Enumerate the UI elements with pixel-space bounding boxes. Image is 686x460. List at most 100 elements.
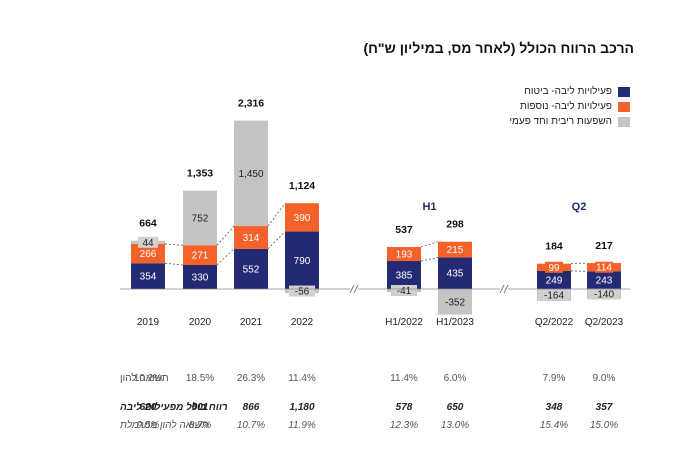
table-cell: 1,180 <box>289 402 314 413</box>
label-bg <box>545 261 563 273</box>
chart-title: הרכב הרווח הכולל (לאחר מס, במיליון ש"ח) <box>363 40 634 56</box>
legend-item-oneoff: השפעות ריבית וחד פעמי <box>509 114 630 129</box>
bar-segment-2021-s1 <box>234 226 268 249</box>
value-label-additional: 266 <box>140 249 157 260</box>
value-label-additional: 390 <box>294 213 311 224</box>
value-label-oneoff: -41 <box>397 286 412 297</box>
table-cell: 13.0% <box>441 420 469 431</box>
legend-item-insurance: פעילויות ליבה- ביטוח <box>509 84 630 99</box>
value-label-insurance: 435 <box>447 269 464 280</box>
value-label-insurance: 243 <box>596 276 613 287</box>
connector-line <box>164 243 184 246</box>
value-label-oneoff: 44 <box>142 238 154 249</box>
value-label-oneoff: 752 <box>192 213 209 224</box>
bar-segment-H1/2023-s0 <box>438 257 472 289</box>
value-label-insurance: 552 <box>243 264 260 275</box>
group-label: H1 <box>422 201 436 213</box>
table-cell: 6.0% <box>444 373 467 384</box>
bar-segment-2022-s1 <box>285 203 319 232</box>
table-cell: 8.7% <box>189 420 212 431</box>
value-label-oneoff: 1,450 <box>238 169 263 180</box>
legend-label-oneoff: השפעות ריבית וחד פעמי <box>509 116 612 127</box>
bar-segment-H1/2023-s2 <box>438 289 472 315</box>
table-cell: 26.3% <box>237 373 265 384</box>
category-label: Q2/2022 <box>535 317 574 328</box>
table-cell: 11.4% <box>288 373 316 384</box>
category-label: 2022 <box>291 317 314 328</box>
connector-line <box>216 225 235 246</box>
legend-label-insurance: פעילויות ליבה- ביטוח <box>524 86 612 97</box>
table-cell: 10.7% <box>237 420 265 431</box>
table-cell: 10.2% <box>134 373 162 384</box>
connector-line <box>164 262 184 266</box>
value-label-additional: 314 <box>243 233 260 244</box>
axis-break-mark <box>349 284 355 294</box>
bar-segment-2022-s0 <box>285 231 319 289</box>
legend-label-additional: פעילויות ליבה- נוספות <box>520 101 612 112</box>
value-label-additional: 271 <box>192 251 209 262</box>
connector-line <box>420 241 439 248</box>
total-label: 184 <box>545 241 563 253</box>
legend-swatch-oneoff <box>618 116 630 127</box>
table-cell: 578 <box>396 402 413 413</box>
table-cell: 11.4% <box>390 373 418 384</box>
table-cell: 357 <box>596 402 613 413</box>
total-label: 2,316 <box>238 98 264 110</box>
table-row-label: תשואה להון מנורמלת <box>119 419 209 431</box>
bar-segment-2020-s2 <box>183 190 217 246</box>
label-bg <box>595 261 613 273</box>
label-bg <box>391 284 417 296</box>
value-label-oneoff: -164 <box>544 290 564 301</box>
table-cell: 601 <box>192 402 209 413</box>
table-cell: 650 <box>447 402 464 413</box>
value-label-oneoff: -56 <box>295 287 310 298</box>
bar-segment-H1/2023-s1 <box>438 241 472 258</box>
total-label: 1,353 <box>187 168 213 180</box>
bar-segment-2019-s1 <box>131 243 165 264</box>
table-cell: 348 <box>546 402 563 413</box>
value-label-additional: 99 <box>548 263 560 274</box>
table-cell: 866 <box>243 402 260 413</box>
value-label-additional: 215 <box>447 245 464 256</box>
total-label: 1,124 <box>289 180 315 192</box>
bar-segment-Q2/2023-s0 <box>587 271 621 289</box>
table-row-label: תשואה להון <box>120 372 169 384</box>
bar-segment-2021-s2 <box>234 120 268 227</box>
bar-segment-2020-s0 <box>183 265 217 289</box>
value-label-oneoff: -140 <box>594 290 614 301</box>
bar-segment-2019-s0 <box>131 263 165 289</box>
bar-segment-H1/2022-s1 <box>387 246 421 262</box>
bar-segment-H1/2022-s0 <box>387 261 421 289</box>
total-label: 664 <box>139 218 157 230</box>
value-label-insurance: 354 <box>140 272 157 283</box>
label-bg <box>538 289 570 301</box>
total-label: 298 <box>446 219 464 231</box>
legend-swatch-additional <box>618 101 630 112</box>
table-cell: 11.9% <box>288 420 316 431</box>
category-label: 2020 <box>189 317 212 328</box>
table-cell: 9.5% <box>137 420 160 431</box>
category-label: 2019 <box>137 317 160 328</box>
value-label-insurance: 790 <box>294 256 311 267</box>
axis-break-mark <box>499 284 505 294</box>
table-row-label: רווח כולל מפעילות ליבה <box>120 401 228 413</box>
category-label: Q2/2023 <box>585 317 624 328</box>
category-label: H1/2022 <box>385 317 423 328</box>
value-label-oneoff: -352 <box>445 297 465 308</box>
bar-segment-2021-s0 <box>234 248 268 289</box>
table-cell: 18.5% <box>186 373 214 384</box>
total-label: 537 <box>395 224 413 236</box>
table-cell: 9.0% <box>593 373 616 384</box>
connector-line <box>267 231 286 250</box>
axis-break-mark <box>503 284 509 294</box>
legend-item-additional: פעילויות ליבה- נוספות <box>509 99 630 114</box>
table-cell: 15.4% <box>540 420 568 431</box>
label-bg <box>289 285 315 297</box>
bar-segment-2020-s1 <box>183 245 217 266</box>
group-label: Q2 <box>572 201 587 213</box>
table-cell: 620 <box>140 402 157 413</box>
category-label: 2021 <box>240 317 263 328</box>
label-bg <box>138 236 158 248</box>
connector-line <box>420 256 439 262</box>
